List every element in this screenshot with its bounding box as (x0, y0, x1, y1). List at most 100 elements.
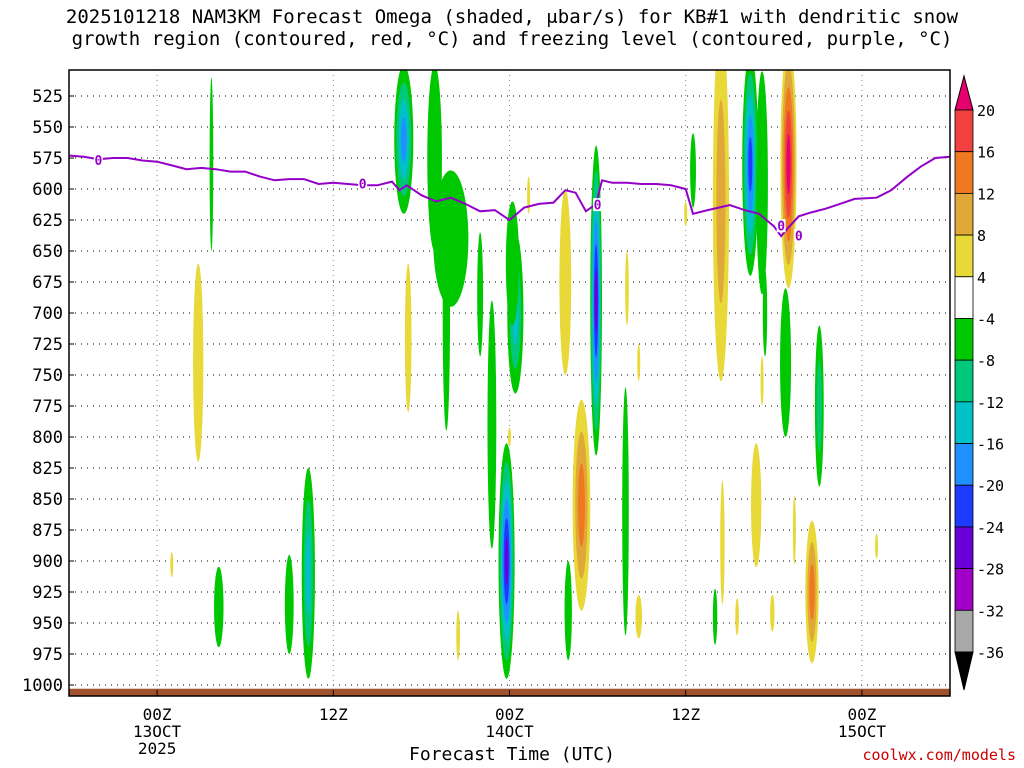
chart-title: 2025101218 NAM3KM Forecast Omega (shaded… (0, 6, 1024, 50)
omega-contour-fill (442, 195, 451, 431)
colorbar-segment (954, 234, 974, 278)
omega-contour-fill (637, 344, 641, 382)
omega-contour-fill (508, 427, 511, 447)
omega-contour-fill (748, 136, 753, 192)
y-tick-label: 600 (32, 180, 63, 200)
y-tick-label: 700 (32, 304, 63, 324)
omega-cell (442, 195, 451, 431)
chart-title-line-1: 2025101218 NAM3KM Forecast Omega (shaded… (65, 6, 959, 28)
omega-cell (780, 288, 792, 437)
omega-cell (635, 595, 643, 639)
omega-cell (559, 189, 572, 375)
x-tick-label: 12Z (319, 705, 348, 724)
colorbar-segment (954, 318, 974, 361)
colorbar-label: -20 (977, 477, 1004, 495)
omega-cell (762, 269, 768, 357)
omega-cell (684, 201, 688, 227)
credit-text: coolwx.com/models (862, 746, 1016, 764)
freezing-level-line (69, 154, 950, 238)
colorbar-label: -32 (977, 602, 1004, 620)
omega-cell (735, 598, 739, 636)
omega-cell (498, 443, 515, 679)
omega-contour-fill (770, 594, 775, 632)
omega-cell (404, 263, 412, 413)
omega-cell (527, 176, 531, 214)
colorbar-segment (954, 609, 974, 653)
omega-contour-fill (209, 77, 214, 251)
omega-contour-fill (760, 356, 764, 407)
omega-contour-fill (456, 610, 460, 661)
colorbar-label: -24 (977, 519, 1004, 537)
colorbar-segment (954, 276, 974, 319)
omega-cell (760, 356, 764, 407)
omega-cell (508, 427, 511, 447)
omega-cell (572, 399, 591, 611)
y-tick-label: 975 (32, 645, 63, 665)
y-tick-label: 900 (32, 552, 63, 572)
y-tick-label: 750 (32, 366, 63, 386)
freezing-level-label-bg (93, 153, 103, 167)
colorbar-label: -28 (977, 561, 1004, 579)
freezing-level-label: 0 (94, 154, 102, 169)
x-axis-title: Forecast Time (UTC) (409, 744, 615, 765)
omega-cell (590, 145, 603, 456)
omega-cell (433, 170, 469, 307)
colorbar-segment (954, 359, 974, 403)
omega-contour-fill (786, 133, 791, 195)
omega-cell (780, 70, 797, 289)
omega-contour-fill (404, 263, 412, 413)
colorbar-label: 8 (977, 227, 986, 245)
colorbar-segment (954, 484, 974, 528)
omega-cell (770, 594, 775, 632)
freezing-level-label: 0 (359, 178, 367, 193)
omega-contour-fill (690, 133, 696, 208)
omega-cell (742, 70, 759, 276)
omega-cell (720, 480, 725, 605)
colorbar-label: -4 (977, 310, 995, 328)
colorbar-segment (954, 109, 974, 153)
omega-contour-fill (505, 201, 520, 326)
colorbar-label: 20 (977, 102, 995, 120)
y-axis-labels: 525 550 575 600 625 650 675 700 725 750 775 800 825 8… (22, 87, 74, 696)
colorbar-label: -12 (977, 394, 1004, 412)
omega-contour-fill (684, 201, 688, 227)
omega-contour-fill (305, 531, 311, 615)
y-tick-label: 625 (32, 211, 63, 231)
colorbar-label: 4 (977, 269, 986, 287)
colorbar-segment (954, 192, 974, 236)
omega-contour-fill (193, 263, 204, 462)
chart-title-line-2: growth region (contoured, red, °C) and f… (71, 28, 953, 50)
omega-contour-fill (735, 598, 739, 636)
omega-cell (213, 566, 224, 648)
omega-cell (690, 133, 696, 208)
omega-contour-fill (559, 189, 572, 375)
x-tick-date: 14OCT (485, 722, 534, 741)
omega-contour-fill (487, 300, 497, 549)
omega-cell (622, 387, 629, 636)
omega-contour-fill (716, 99, 726, 304)
colorbar-top-arrow (954, 74, 974, 111)
omega-contour-fill (170, 552, 174, 578)
omega-contour-fill (527, 176, 531, 214)
colorbar-label: -8 (977, 352, 995, 370)
omega-contour-fill (756, 71, 768, 295)
omega-cell (637, 344, 641, 382)
omega-contour-fill (809, 563, 815, 621)
freezing-level-label-bg (794, 229, 804, 243)
freezing-level-label-bg (358, 177, 368, 191)
x-tick-label: 00Z (143, 705, 172, 724)
y-tick-label: 825 (32, 459, 63, 479)
omega-contour-fill (816, 360, 822, 452)
omega-cell (394, 70, 414, 214)
colorbar-segment (954, 568, 974, 611)
omega-contour-fill (792, 495, 796, 565)
colorbar-segment (954, 443, 974, 486)
omega-cell (712, 588, 718, 645)
omega-cell (284, 554, 294, 655)
omega-contour-fill (622, 387, 629, 636)
omega-cell (564, 561, 572, 661)
omega-cell (814, 325, 824, 487)
y-tick-label: 850 (32, 490, 63, 510)
omega-contour-fill (720, 480, 725, 605)
